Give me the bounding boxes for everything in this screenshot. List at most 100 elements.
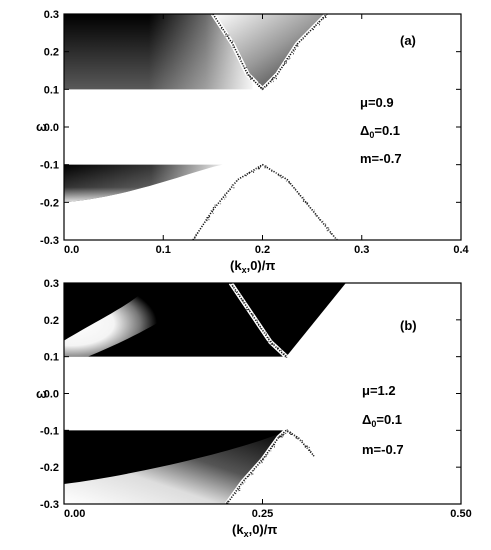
branch-speckle	[261, 89, 263, 91]
y-tick-label: -0.2	[40, 197, 59, 209]
x-tick-label: 0.1	[156, 244, 171, 256]
branch-speckle	[304, 445, 306, 447]
branch-speckle	[195, 235, 197, 237]
branch-speckle	[322, 18, 324, 20]
branch-speckle	[272, 79, 274, 81]
branch-speckle	[294, 188, 296, 189]
branch-speckle	[309, 450, 311, 451]
branch-speckle	[298, 193, 300, 195]
branch-speckle	[267, 341, 269, 343]
branch-speckle	[242, 63, 244, 65]
branch-speckle	[253, 469, 255, 471]
branch-speckle	[333, 235, 335, 237]
branch-speckle	[278, 175, 280, 177]
branch-speckle	[270, 340, 272, 342]
branch-speckle	[228, 505, 229, 506]
branch-speckle	[267, 453, 269, 455]
branch-speckle	[245, 66, 247, 68]
branch-speckle	[276, 78, 277, 80]
y-tick-label: -0.1	[40, 425, 59, 437]
branch-speckle	[326, 14, 327, 16]
branch-speckle	[325, 223, 327, 225]
branch-speckle	[243, 478, 245, 480]
branch-speckle	[319, 22, 321, 24]
y-tick-label: -0.1	[40, 160, 59, 172]
branch-speckle	[265, 333, 267, 335]
branch-speckle	[233, 286, 235, 288]
branch-speckle	[272, 78, 274, 80]
branch-speckle	[307, 202, 309, 204]
panel-a-dispersion-branches	[191, 14, 339, 240]
upper-wing-fill	[212, 14, 328, 90]
branch-speckle	[262, 459, 263, 461]
branch-speckle	[289, 432, 291, 433]
branch-speckle	[296, 43, 298, 45]
branch-speckle	[271, 170, 273, 172]
branch-speckle	[276, 440, 278, 441]
branch-speckle	[260, 459, 262, 461]
branch-speckle	[273, 343, 275, 345]
branch-speckle	[197, 232, 199, 234]
panel-a-tag: (a)	[400, 33, 416, 48]
branch-speckle	[318, 21, 320, 22]
branch-speckle	[252, 473, 254, 475]
branch-speckle	[266, 165, 267, 167]
branch-speckle	[299, 440, 301, 442]
branch-speckle	[291, 185, 293, 187]
branch-speckle	[273, 344, 275, 346]
branch-speckle	[305, 202, 307, 204]
branch-speckle	[232, 41, 234, 43]
branch-speckle	[238, 55, 240, 57]
branch-speckle	[280, 434, 282, 436]
branch-speckle	[281, 353, 283, 355]
branch-speckle	[283, 354, 285, 356]
branch-speckle	[334, 237, 336, 239]
branch-speckle	[306, 445, 308, 447]
branch-speckle	[277, 348, 279, 350]
branch-speckle	[254, 170, 256, 171]
branch-speckle	[228, 37, 229, 39]
branch-speckle	[232, 46, 234, 48]
panel-a-xlabel: (kx,0)/π	[230, 258, 275, 275]
branch-speckle	[214, 204, 216, 206]
x-tick-label: 0.2	[255, 244, 270, 256]
branch-speckle	[308, 446, 310, 448]
branch-speckle	[325, 16, 326, 18]
branch-speckle	[212, 209, 214, 211]
branch-speckle	[284, 353, 286, 354]
branch-speckle	[240, 483, 242, 485]
panel-a: 0.0 0.1 0.2 0.3 0.40.30.20.10.0-0.1-0.2-0.3 …	[36, 9, 470, 275]
branch-speckle	[244, 481, 246, 483]
panel-a-plot-area	[64, 14, 461, 240]
branch-speckle	[210, 210, 212, 211]
branch-speckle	[322, 17, 324, 19]
branch-speckle	[308, 32, 310, 34]
branch-speckle	[233, 184, 235, 186]
branch-speckle	[297, 45, 299, 47]
y-tick-label: 0.0	[44, 389, 59, 401]
panel-a-ticks: 0.0 0.1 0.2 0.3 0.4 0.3 0.2 0.1 0.0 -0.1 -0.2 -0.3	[40, 9, 469, 256]
branch-speckle	[233, 187, 235, 189]
branch-speckle	[285, 60, 286, 62]
branch-speckle	[336, 238, 338, 240]
branch-speckle	[297, 438, 299, 440]
branch-speckle	[290, 433, 292, 435]
branch-speckle	[252, 470, 254, 472]
panel-b-param-delta: Δ0=0.1	[362, 412, 402, 429]
branch-speckle	[274, 77, 276, 78]
branch-speckle	[261, 462, 263, 464]
branch-speckle	[242, 483, 244, 485]
branch-speckle	[226, 502, 228, 504]
branch-speckle	[286, 429, 288, 431]
branch-speckle	[250, 474, 252, 476]
panel-a-ylabel: ω	[36, 119, 47, 134]
branch-speckle	[258, 325, 260, 327]
branch-speckle	[309, 207, 311, 209]
x-tick-label: 0.4	[453, 244, 469, 256]
branch-speckle	[299, 195, 301, 197]
y-tick-label: 0.1	[44, 352, 59, 364]
branch-speckle	[288, 182, 290, 184]
branch-speckle	[234, 290, 236, 292]
x-tick-label: 0.0	[64, 244, 79, 256]
